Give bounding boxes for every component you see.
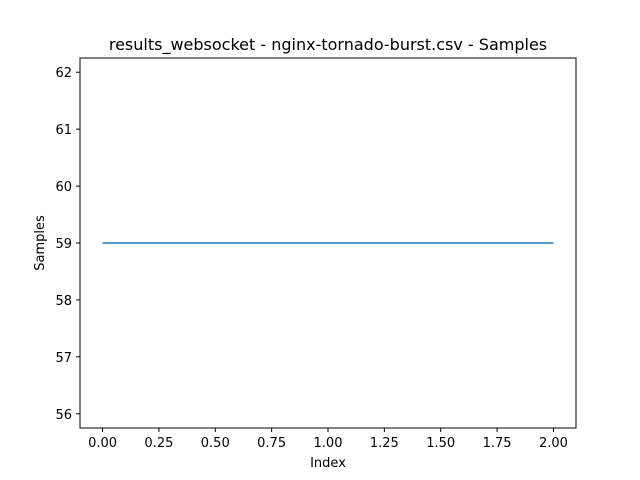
x-tick-label: 2.00: [539, 436, 568, 451]
x-tick-label: 1.00: [314, 436, 343, 451]
x-tick-label: 1.75: [483, 436, 512, 451]
y-axis-label: Samples: [33, 215, 48, 271]
x-tick-label: 1.25: [370, 436, 399, 451]
y-tick-label: 62: [55, 66, 72, 81]
y-tick-label: 58: [55, 294, 72, 309]
x-axis-label: Index: [310, 456, 346, 471]
y-tick-label: 56: [55, 408, 72, 423]
x-tick-label: 1.50: [426, 436, 455, 451]
y-axis-ticks: 56 57 58 59 60 61 62: [55, 66, 80, 423]
x-tick-label: 0.25: [144, 436, 173, 451]
chart-title: results_websocket - nginx-tornado-burst.…: [109, 35, 547, 55]
y-tick-label: 59: [55, 237, 72, 252]
x-tick-label: 0.00: [88, 436, 117, 451]
plot-frame: [79, 57, 577, 429]
y-tick-label: 61: [55, 123, 72, 138]
x-tick-label: 0.75: [257, 436, 286, 451]
x-tick-label: 0.50: [201, 436, 230, 451]
y-tick-label: 57: [55, 351, 72, 366]
x-axis-ticks: 0.00 0.25 0.50 0.75 1.00 1.25 1.50 1.75 2.00: [88, 428, 568, 451]
y-tick-label: 60: [55, 180, 72, 195]
